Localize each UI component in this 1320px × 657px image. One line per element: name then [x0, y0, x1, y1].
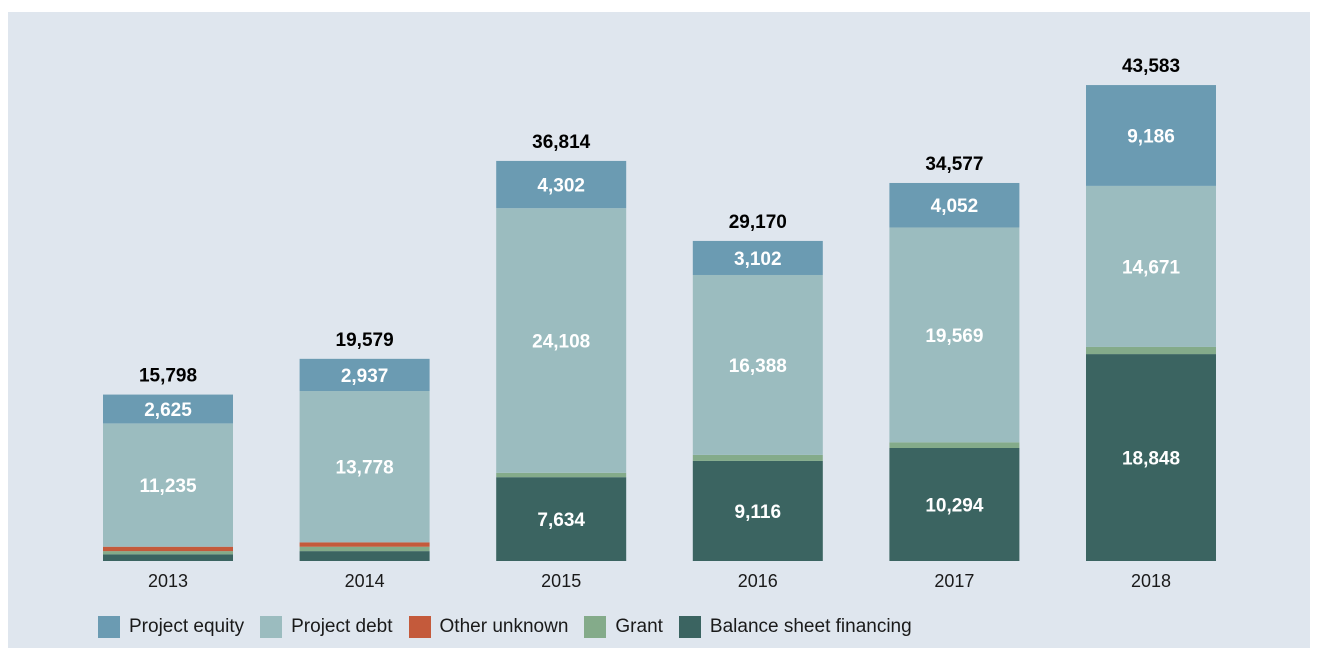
x-tick-label-2013: 2013: [148, 571, 188, 591]
legend-item-other-unknown: Other unknown: [408, 616, 569, 638]
data-label-balance-sheet-financing-2018: 18,848: [1122, 449, 1180, 470]
x-tick-label-2018: 2018: [1131, 571, 1171, 591]
data-label-balance-sheet-financing-2016: 9,116: [735, 502, 782, 523]
total-label-2017: 34,577: [925, 154, 983, 175]
total-label-2014: 19,579: [336, 330, 394, 351]
data-label-project-equity-2014: 2,937: [341, 366, 389, 387]
bar-project-equity-2015: [496, 160, 627, 209]
total-label-2016: 29,170: [729, 212, 787, 233]
bar-grant-2017: [889, 442, 1020, 448]
bar-project-debt-2016: [692, 274, 823, 455]
legend: Project equity Project debt Other unknow…: [98, 615, 928, 639]
bar-balance-sheet-financing-2017: [889, 447, 1020, 561]
bar-project-equity-2014: [299, 358, 430, 392]
legend-swatch-balance-sheet-financing: [678, 616, 701, 638]
legend-item-balance-sheet-financing: Balance sheet financing: [678, 616, 912, 638]
data-label-project-equity-2018: 9,186: [1127, 126, 1175, 147]
legend-swatch-project-equity: [98, 616, 120, 638]
bar-grant-2014: [299, 546, 430, 552]
bar-grant-2015: [496, 472, 627, 478]
data-label-project-equity-2015: 4,302: [537, 176, 585, 197]
bar-project-equity-2018: [1086, 85, 1216, 186]
bar-balance-sheet-financing-2015: [496, 477, 627, 561]
legend-label-grant: Grant: [615, 616, 663, 637]
bar-grant-2013: [103, 551, 233, 555]
bar-project-debt-2013: [103, 423, 233, 547]
total-label-2018: 43,583: [1122, 56, 1180, 77]
data-label-project-debt-2018: 14,671: [1122, 257, 1181, 278]
total-label-2015: 36,814: [532, 132, 591, 153]
data-label-project-debt-2013: 11,235: [139, 476, 196, 497]
legend-swatch-other-unknown: [408, 616, 431, 638]
total-label-2013: 15,798: [139, 366, 197, 387]
x-tick-label-2016: 2016: [738, 571, 778, 591]
data-label-project-debt-2016: 16,388: [729, 356, 787, 377]
x-tick-label-2017: 2017: [934, 571, 974, 591]
bar-project-debt-2017: [889, 227, 1020, 443]
bar-grant-2016: [692, 454, 823, 461]
x-tick-label-2014: 2014: [345, 571, 385, 591]
bar-balance-sheet-financing-2018: [1086, 354, 1216, 561]
legend-swatch-grant: [584, 616, 607, 638]
data-label-balance-sheet-financing-2015: 7,634: [537, 510, 585, 531]
data-label-project-equity-2013: 2,625: [144, 400, 192, 421]
legend-label-project-equity: Project equity: [129, 616, 245, 637]
bar-other-unknown-2013: [103, 546, 233, 552]
bar-grant-2018: [1086, 346, 1216, 355]
bar-project-equity-2017: [889, 182, 1020, 228]
bar-project-equity-2013: [103, 394, 233, 424]
bar-project-debt-2018: [1086, 185, 1216, 347]
legend-label-other-unknown: Other unknown: [439, 616, 569, 637]
bar-project-equity-2016: [692, 240, 823, 275]
bar-other-unknown-2014: [299, 542, 430, 547]
legend-item-grant: Grant: [584, 616, 663, 638]
legend-label-project-debt: Project debt: [291, 616, 393, 637]
bar-project-debt-2015: [496, 208, 627, 473]
chart-panel: 11,235 2,625 15,798 2013 13,778 2,937 19,579 20…: [8, 12, 1310, 648]
data-label-project-equity-2016: 3,102: [734, 249, 782, 270]
x-tick-label-2015: 2015: [541, 571, 581, 591]
data-label-project-debt-2014: 13,778: [336, 458, 394, 479]
legend-item-project-debt: Project debt: [260, 616, 393, 638]
bar-balance-sheet-financing-2013: [103, 554, 233, 561]
legend-item-project-equity: Project equity: [98, 616, 244, 638]
data-label-balance-sheet-financing-2017: 10,294: [925, 495, 984, 516]
bar-balance-sheet-financing-2016: [692, 460, 823, 561]
stacked-bar-chart: 11,235 2,625 15,798 2013 13,778 2,937 19,579 20…: [103, 56, 1216, 591]
data-label-project-debt-2015: 24,108: [532, 331, 590, 352]
bar-project-debt-2014: [299, 391, 430, 543]
legend-swatch-project-debt: [260, 616, 283, 638]
data-label-project-equity-2017: 4,052: [931, 196, 979, 217]
bar-balance-sheet-financing-2014: [299, 551, 430, 561]
data-label-project-debt-2017: 19,569: [925, 326, 983, 347]
legend-label-balance-sheet-financing: Balance sheet financing: [709, 616, 912, 637]
